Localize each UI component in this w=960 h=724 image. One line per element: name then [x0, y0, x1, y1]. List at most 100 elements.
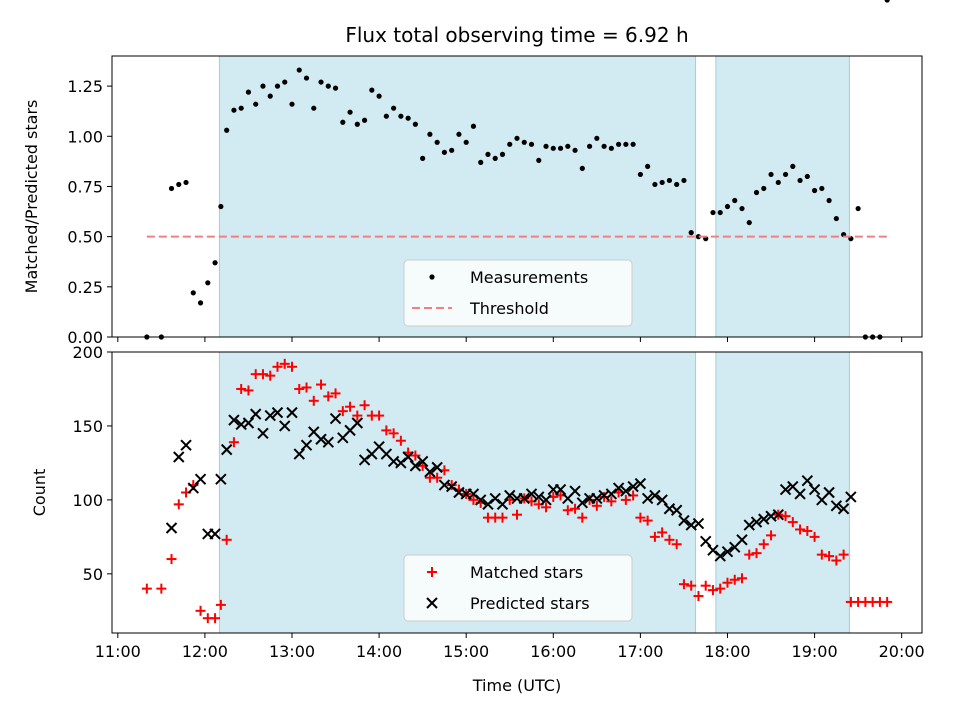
chart-title: Flux total observing time = 6.92 h — [345, 23, 688, 47]
matched-star-point — [308, 395, 319, 406]
measurement-point — [536, 157, 542, 163]
axes-frame — [111, 55, 923, 338]
matched-star-point — [173, 499, 184, 510]
matched-star-point — [838, 549, 849, 560]
matched-star-point — [243, 385, 254, 396]
matched-star-point — [195, 605, 206, 616]
legend-label: Measurements — [470, 268, 588, 287]
predicted-star-point — [215, 473, 227, 485]
matched-star-point — [678, 579, 689, 590]
predicted-star-point — [475, 494, 487, 506]
measurement-point — [485, 151, 491, 157]
measurement-point — [739, 205, 745, 212]
y-axis-title: Matched/Predicted stars — [22, 100, 41, 294]
matched-star-point — [395, 435, 406, 446]
y-tick-label: 50 — [83, 565, 103, 584]
measurement-point — [398, 113, 404, 119]
matched-star-point — [642, 515, 653, 526]
matched-star-point — [541, 502, 552, 513]
measurement-point — [340, 119, 346, 125]
measurement-point — [507, 141, 513, 147]
measurement-point — [274, 83, 281, 89]
predicted-star-point — [700, 535, 712, 548]
measurement-point — [332, 85, 339, 91]
predicted-star-point — [286, 406, 298, 419]
measurement-point — [311, 105, 317, 111]
measurement-point — [645, 163, 651, 169]
matched-star-point — [802, 525, 813, 536]
measurement-point — [826, 197, 832, 204]
predicted-star-point — [416, 455, 429, 468]
matched-star-point — [337, 406, 348, 417]
matched-star-point — [156, 583, 167, 594]
measurement-point — [289, 101, 295, 107]
legend-label: Predicted stars — [470, 594, 590, 613]
measurement-point — [383, 113, 389, 119]
measurement-point — [361, 117, 368, 123]
measurement-point — [190, 290, 196, 296]
measurement-point — [176, 181, 182, 188]
measurement-point — [608, 145, 614, 151]
matched-star-point — [809, 531, 820, 542]
measurement-point — [710, 209, 716, 216]
predicted-star-point — [620, 485, 632, 497]
matched-star-point — [388, 428, 399, 439]
measurement-point — [637, 171, 643, 178]
y-tick-label: 1.00 — [67, 127, 103, 146]
matched-star-point — [446, 480, 457, 491]
matched-star-point — [166, 554, 177, 565]
measurement-point — [303, 75, 310, 81]
matched-star-point — [468, 494, 479, 505]
matched-star-point — [635, 512, 646, 523]
measurement-point — [434, 139, 440, 145]
predicted-star-point — [721, 545, 734, 558]
matched-star-point — [737, 573, 747, 584]
predicted-star-point — [180, 439, 192, 451]
matched-star-point — [577, 512, 588, 523]
measurement-point — [441, 149, 448, 155]
measurement-point — [499, 151, 506, 157]
predicted-star-point — [293, 448, 305, 460]
legend-marker — [426, 597, 438, 609]
x-tick-label: 14:00 — [356, 642, 402, 661]
legend: Matched stars Predicted stars — [403, 554, 633, 622]
shaded-window — [715, 55, 850, 338]
measurement-point — [674, 181, 680, 188]
predicted-star-point — [322, 436, 334, 448]
measurement-point — [478, 159, 484, 165]
predicted-star-point — [576, 497, 589, 509]
predicted-star-point — [823, 486, 835, 499]
x-tick-label: 17:00 — [617, 642, 663, 661]
predicted-star-point — [242, 417, 255, 429]
predicted-star-point — [194, 473, 207, 485]
y-tick-label: 0.00 — [67, 328, 103, 347]
predicted-star-point — [801, 474, 814, 487]
legend-marker — [427, 567, 437, 577]
measurement-point — [790, 163, 796, 169]
measurement-point — [224, 127, 230, 133]
matched-star-point — [345, 401, 356, 412]
matched-star-point — [215, 599, 226, 610]
measurement-point — [601, 143, 607, 149]
measurement-point — [833, 215, 839, 222]
x-tick-label: 11:00 — [95, 642, 141, 661]
measurement-point — [819, 185, 825, 192]
predicted-star-point — [554, 483, 567, 496]
predicted-star-point — [540, 494, 552, 506]
measurement-point — [253, 101, 259, 107]
y-tick-label: 200 — [72, 343, 103, 362]
measurement-point — [565, 143, 571, 149]
predicted-star-point — [758, 513, 770, 525]
predicted-star-point — [641, 492, 654, 505]
matched-star-point — [374, 410, 385, 421]
matched-star-point — [323, 391, 334, 402]
predicted-star-point — [220, 443, 233, 456]
matched-star-point — [236, 383, 247, 394]
y-axis-title: Count — [30, 469, 49, 517]
predicted-star-point — [743, 519, 755, 531]
measurement-point — [245, 89, 252, 95]
predicted-star-point — [173, 451, 185, 463]
matched-star-point — [221, 534, 232, 545]
matched-star-point — [210, 613, 221, 624]
matched-star-point — [301, 382, 312, 393]
